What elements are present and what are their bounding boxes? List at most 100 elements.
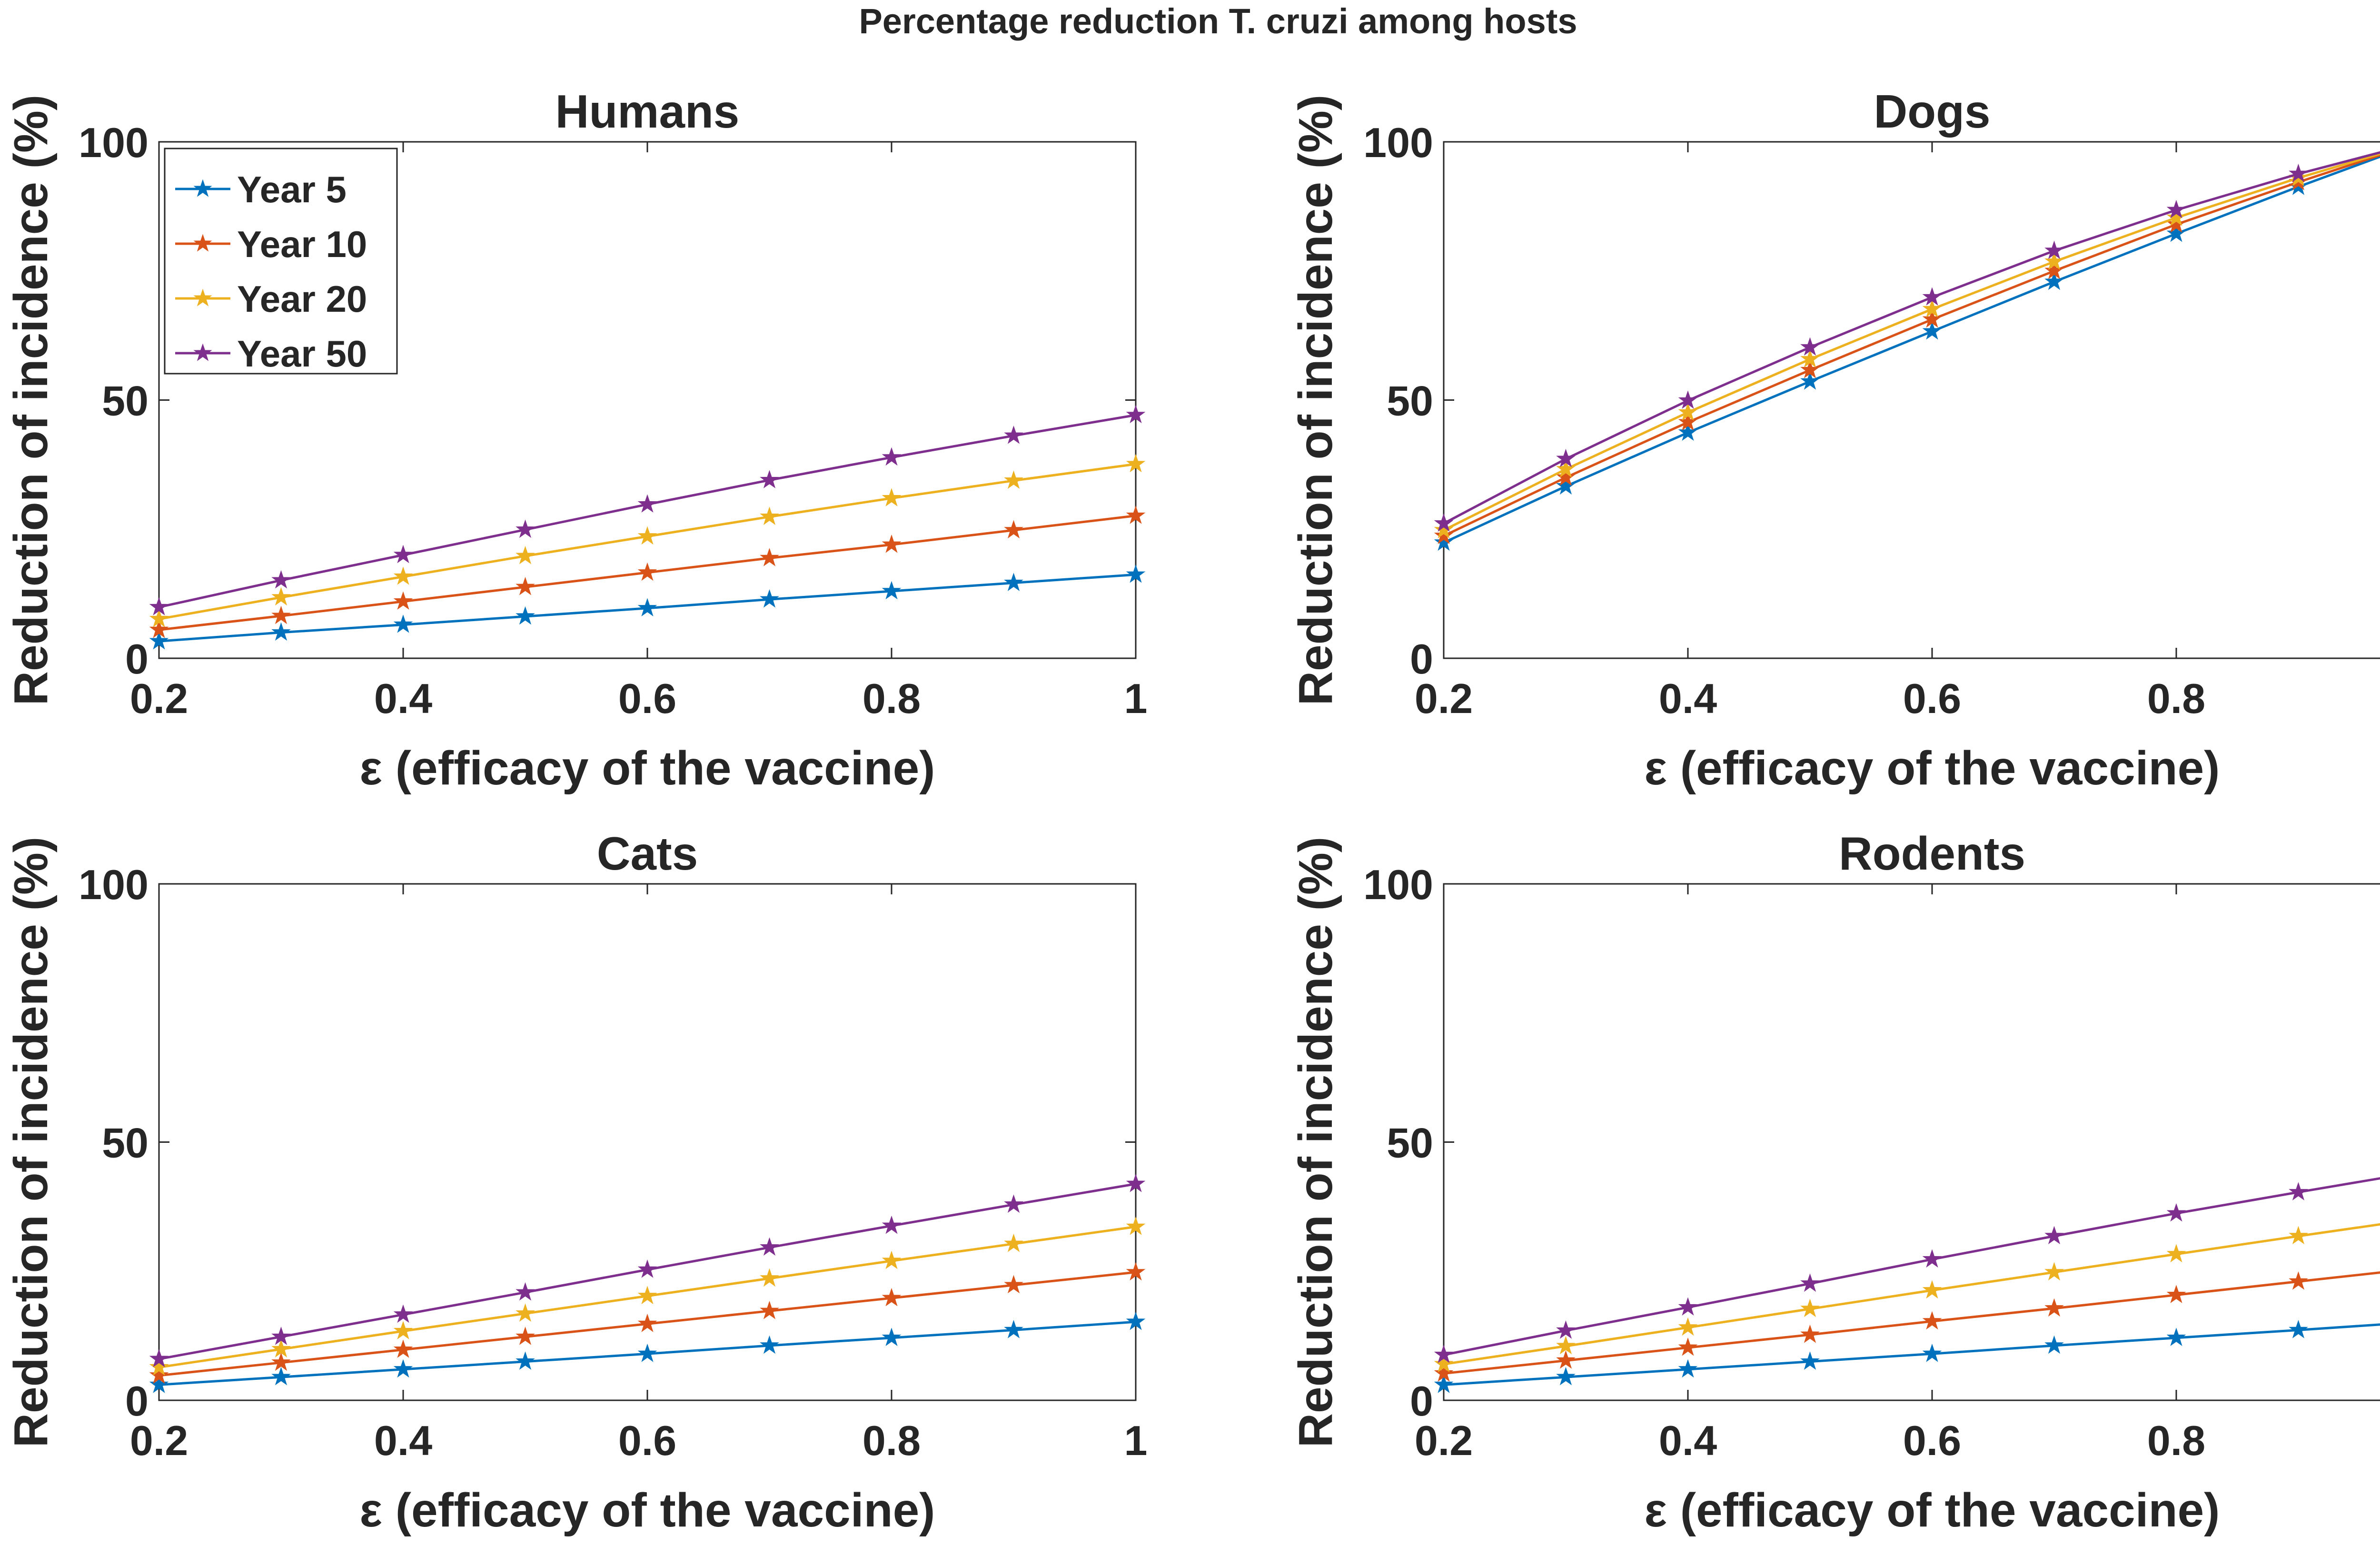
data-point [1004, 573, 1023, 591]
data-point [2044, 260, 2064, 279]
data-point [1434, 1345, 1454, 1363]
data-point [2289, 1226, 2308, 1245]
series-year-10 [1434, 1271, 2380, 1382]
data-point [760, 548, 779, 566]
subplot-title: Humans [555, 85, 740, 138]
data-point [1126, 1217, 1146, 1235]
data-point [637, 526, 657, 545]
data-point [1800, 337, 1820, 356]
data-point [271, 622, 291, 641]
x-tick-label: 0.2 [1415, 675, 1473, 722]
data-point [1126, 1262, 1146, 1281]
series-year-20 [1434, 1223, 2380, 1373]
data-point [882, 1288, 902, 1307]
data-point [1126, 1174, 1146, 1192]
data-point [1434, 525, 1454, 545]
data-point [271, 605, 291, 624]
data-point [760, 1335, 779, 1354]
data-point [1004, 470, 1023, 489]
plot-frame [1443, 883, 2380, 1401]
x-tick-label: 0.8 [863, 1417, 921, 1464]
y-tick-label: 100 [1363, 119, 1433, 166]
series-year-50 [149, 405, 1146, 615]
data-point [760, 589, 779, 608]
data-point [1678, 390, 1698, 409]
data-point [882, 1215, 902, 1234]
x-tick-label: 0.6 [618, 675, 676, 722]
series-year-5 [1434, 155, 2380, 551]
data-point [882, 1327, 902, 1346]
data-point [882, 488, 902, 506]
data-point [760, 1237, 779, 1256]
data-point [271, 570, 291, 589]
data-point [1004, 1233, 1023, 1252]
data-point [1126, 454, 1146, 473]
data-point [637, 598, 657, 616]
data-point [149, 1375, 169, 1393]
data-point [637, 494, 657, 513]
legend-entry: Year 20 [175, 278, 367, 320]
data-point [271, 1339, 291, 1357]
subplot-humans: Humans 0.2 0.4 0.6 0.8 1 0 50 100 ε (efficacy of … [4, 85, 1147, 795]
data-point [882, 447, 902, 466]
data-point [1800, 1351, 1820, 1370]
data-point [2044, 1226, 2064, 1245]
data-point [149, 1348, 169, 1367]
data-point [760, 1300, 779, 1319]
data-point [882, 534, 902, 553]
y-axis-label: Reduction of incidence (%) [4, 95, 58, 705]
data-point [1004, 1320, 1023, 1338]
data-point [760, 506, 779, 525]
data-point [1434, 513, 1454, 532]
data-point [760, 1268, 779, 1287]
data-point [637, 1259, 657, 1278]
data-point [2166, 1203, 2186, 1222]
data-point [393, 614, 413, 633]
data-point [149, 1365, 169, 1384]
data-point [1800, 1324, 1820, 1343]
x-axis-label: ε (efficacy of the vaccine) [1645, 1484, 2220, 1537]
series-year-20 [1434, 152, 2380, 539]
subplot-cats: Cats 0.2 0.4 0.6 0.8 1 0 50 100 ε (efficacy of th… [4, 827, 1147, 1537]
data-point [1434, 1363, 1454, 1382]
data-point [2044, 1335, 2064, 1354]
data-point [516, 1303, 535, 1322]
data-point [1126, 1311, 1146, 1330]
data-point [516, 545, 535, 565]
data-point [1678, 1297, 1698, 1316]
series-year-5 [1434, 1320, 2380, 1393]
data-point [516, 1282, 535, 1301]
data-point [2044, 1262, 2064, 1281]
data-point [1922, 1249, 1942, 1268]
x-tick-label: 0.6 [1903, 1417, 1961, 1464]
data-point [393, 1339, 413, 1358]
data-point [1556, 1350, 1576, 1369]
x-tick-label: 1 [1124, 1417, 1148, 1464]
data-point [1922, 1311, 1942, 1330]
data-point [1556, 1367, 1576, 1386]
data-point [149, 597, 169, 615]
legend-label: Year 10 [237, 223, 367, 265]
data-point [149, 609, 169, 627]
legend-label: Year 5 [237, 168, 347, 210]
figure-title: Percentage reduction T. cruzi among host… [859, 1, 1577, 41]
legend-marker [193, 288, 212, 307]
data-point [637, 562, 657, 581]
data-point [1556, 459, 1576, 478]
x-tick-label: 0.6 [618, 1417, 676, 1464]
data-point [2289, 1182, 2308, 1200]
y-tick-label: 100 [1363, 861, 1433, 908]
data-point [1004, 1275, 1023, 1294]
x-tick-label: 0.4 [1659, 675, 1717, 722]
data-point [760, 470, 779, 488]
data-point [393, 1321, 413, 1339]
series-year-50 [149, 1174, 1146, 1367]
data-point [1800, 349, 1820, 368]
data-point [1678, 422, 1698, 441]
series-year-20 [149, 454, 1146, 627]
data-point [1800, 360, 1820, 378]
data-point [2166, 214, 2186, 233]
